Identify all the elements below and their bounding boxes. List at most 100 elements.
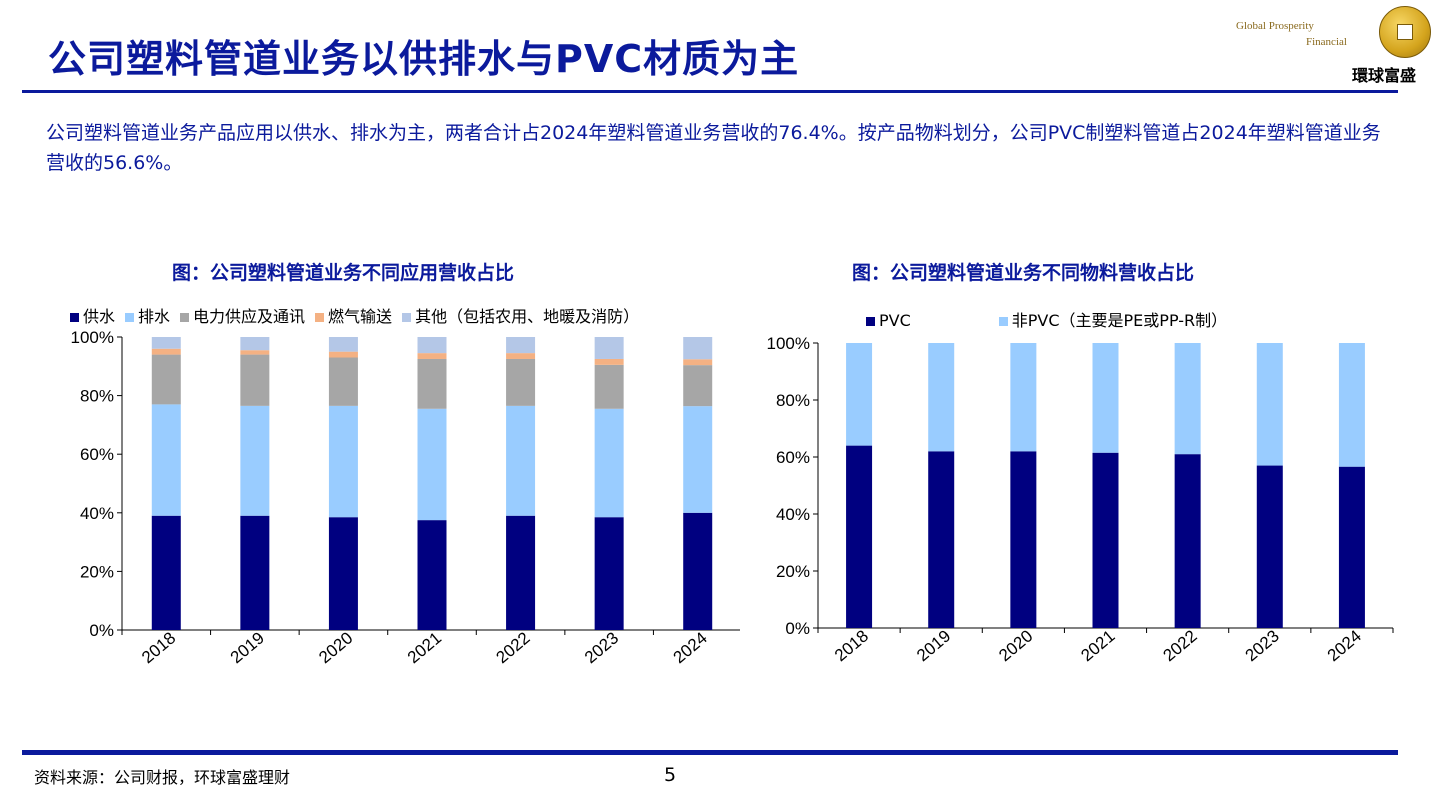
y-tick-label: 20% [80,562,114,581]
bar-2022-series-0 [1174,454,1201,628]
bar-2021-series-1 [1092,343,1119,453]
legend-swatch [402,313,412,322]
bar-2021-series-2 [417,358,447,409]
bar-2020-series-3 [328,351,358,358]
legend-item: 排水 [125,303,170,327]
footer-divider [22,750,1398,755]
legend-label: 非PVC（主要是PE或PP-R制） [1011,311,1228,330]
bar-2024-series-2 [683,365,713,407]
legend-label: PVC [879,311,911,330]
x-tick-label: 2022 [1160,626,1201,665]
x-tick-label: 2024 [1324,626,1365,665]
legend-material: PVC 非PVC（主要是PE或PP-R制） [866,307,1315,331]
bar-2024-series-4 [683,337,713,360]
company-logo: Global Prosperity Financial 環球富盛 [1236,4,1436,88]
bar-2018-series-4 [151,337,181,349]
bar-2018-series-2 [151,354,181,405]
bar-2019-series-3 [240,350,270,355]
y-tick-label: 40% [776,505,810,524]
bar-2024-series-1 [1338,343,1365,467]
chart-title-application: 图：公司塑料管道业务不同应用营收占比 [172,262,515,284]
legend-swatch [180,313,190,322]
bar-2022-series-2 [506,358,536,406]
bar-2024-series-0 [1338,466,1365,628]
bar-2021-series-0 [417,520,447,630]
y-tick-label: 20% [776,562,810,581]
y-tick-label: 100% [767,334,810,353]
y-tick-label: 40% [80,504,114,523]
x-tick-label: 2020 [995,626,1036,665]
chart-application-share: 0% 20% 40% 60% 80% 100% 2018 2019 2020 2021 2022 20… [71,328,740,667]
bar-2018-series-0 [151,515,181,630]
legend-swatch [70,313,79,322]
bar-2018-series-1 [846,343,873,446]
bar-2019-series-1 [928,343,955,452]
bar-2018-series-3 [151,348,181,355]
bar-2024-series-0 [683,512,713,630]
bar-2023-series-0 [594,517,624,630]
x-tick-label: 2018 [138,628,179,667]
bar-2020-series-4 [328,337,358,352]
legend-item: 电力供应及通讯 [180,303,305,327]
y-tick-label: 0% [89,621,114,640]
bar-2021-series-1 [417,408,447,521]
legend-swatch [998,317,1008,326]
bar-2019-series-2 [240,354,270,406]
logo-line-3: Financial [1306,36,1347,48]
x-tick-label: 2023 [581,628,622,667]
y-tick-label: 100% [71,328,114,347]
bar-2018-series-1 [151,404,181,516]
bar-2023-series-0 [1256,465,1283,628]
bar-2019-series-1 [240,405,270,516]
legend-swatch [125,313,135,322]
bar-2024-series-1 [683,406,713,513]
bar-2019-series-4 [240,337,270,351]
bar-2023-series-1 [594,408,624,518]
slide-title: 公司塑料管道业务以供排水与PVC材质为主 [48,37,800,81]
page-number: 5 [664,764,677,786]
logo-line-2: Prosperity [1268,20,1314,32]
y-tick-label: 60% [80,445,114,464]
legend-label: 其他（包括农用、地暖及消防） [415,307,640,326]
bar-2023-series-3 [594,358,624,365]
bar-2019-series-0 [240,515,270,630]
bar-2022-series-1 [506,405,536,516]
legend-swatch [866,317,875,326]
legend-item: 其他（包括农用、地暖及消防） [402,303,639,327]
legend-item: 燃气输送 [315,303,392,327]
bar-2020-series-1 [1010,343,1037,452]
chart-title-material: 图：公司塑料管道业务不同物料营收占比 [852,262,1195,284]
source-note: 资料来源：公司财报，环球富盛理财 [34,768,291,787]
bar-2020-series-0 [1010,451,1037,628]
x-tick-label: 2018 [831,626,872,665]
bar-2018-series-0 [846,445,873,628]
x-tick-label: 2024 [670,628,711,667]
bar-2023-series-4 [594,337,624,359]
x-tick-label: 2022 [492,628,533,667]
bar-2023-series-2 [594,364,624,409]
x-tick-label: 2021 [1077,626,1118,665]
x-tick-label: 2021 [404,628,445,667]
legend-label: 电力供应及通讯 [193,307,306,326]
logo-line-1: Global [1236,20,1266,32]
legend-application: 供水 排水 电力供应及通讯 燃气输送 其他（包括农用、地暖及消防） [70,303,649,327]
legend-label: 供水 [83,307,116,326]
bar-2022-series-3 [506,353,536,359]
bar-2022-series-0 [506,515,536,630]
bar-2022-series-1 [1174,343,1201,455]
bar-2021-series-4 [417,337,447,354]
x-tick-label: 2023 [1242,626,1283,665]
y-tick-label: 60% [776,448,810,467]
coin-icon [1379,6,1431,58]
bar-2020-series-0 [328,517,358,630]
logo-chinese-name: 環球富盛 [1352,66,1417,85]
intro-paragraph: 公司塑料管道业务产品应用以供水、排水为主，两者合计占2024年塑料管道业务营收的… [46,122,1381,174]
bar-2020-series-1 [328,405,358,518]
chart-material-share: 0% 20% 40% 60% 80% 100% 2018 2019 2020 2021 2022 20… [767,334,1394,665]
bar-2024-series-3 [683,359,713,366]
y-tick-label: 80% [776,391,810,410]
legend-swatch [315,313,325,322]
legend-label: 排水 [138,307,171,326]
x-tick-label: 2020 [315,628,356,667]
legend-label: 燃气输送 [328,307,393,326]
